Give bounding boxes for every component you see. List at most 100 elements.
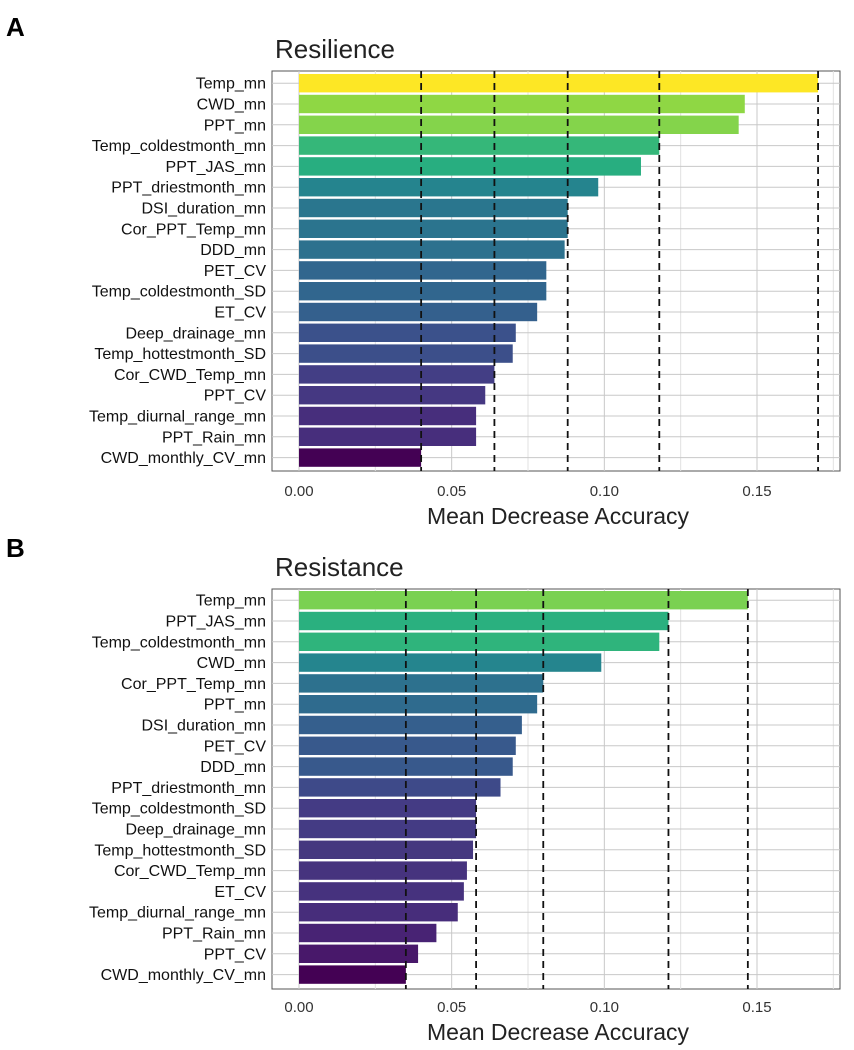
bar-dsi-duration-mn: [299, 198, 568, 218]
bar-ppt-mn: [299, 695, 538, 714]
category-label: Cor_PPT_Temp_mn: [121, 676, 266, 693]
bars-resilience: [299, 74, 819, 467]
bar-temp-diurnal-range-mn: [299, 406, 477, 426]
bar-et-cv: [299, 302, 538, 322]
category-label: Temp_mn: [196, 593, 266, 610]
bar-ppt-cv: [299, 944, 419, 963]
category-label: ET_CV: [214, 305, 266, 322]
bar-dsi-duration-mn: [299, 715, 522, 735]
category-label: Temp_coldestmonth_SD: [92, 284, 266, 301]
category-label: ET_CV: [214, 884, 266, 901]
bar-temp-coldestmonth-sd: [299, 282, 547, 301]
bar-temp-coldestmonth-sd: [299, 799, 477, 818]
category-label: PPT_CV: [204, 388, 267, 405]
panel-resilience: A Resilience Temp_mn CWD_mn PPT_mn Temp_col…: [6, 12, 841, 529]
bar-ddd-mn: [299, 240, 565, 259]
x-tick-label: 0.00: [284, 999, 313, 1016]
category-label: PET_CV: [204, 263, 267, 280]
bar-temp-mn: [299, 74, 819, 93]
bar-temp-hottestmonth-sd: [299, 344, 513, 363]
x-tick-label: 0.00: [284, 483, 313, 500]
bar-pet-cv: [299, 736, 516, 755]
category-label: CWD_monthly_CV_mn: [101, 450, 266, 467]
category-labels-resistance: Temp_mn PPT_JAS_mn Temp_coldestmonth_mn CWD…: [89, 593, 266, 984]
category-label: PPT_JAS_mn: [166, 614, 266, 631]
panel-letter-a: A: [6, 12, 25, 42]
bar-cor-ppt-temp-mn: [299, 219, 568, 238]
category-label: PET_CV: [204, 738, 267, 755]
category-labels-resilience: Temp_mn CWD_mn PPT_mn Temp_coldestmonth_mn P…: [89, 76, 266, 467]
category-label: Temp_mn: [196, 76, 266, 93]
category-label: PPT_mn: [204, 697, 266, 714]
category-label: PPT_JAS_mn: [166, 159, 266, 176]
reference-lines-resilience: [420, 71, 819, 471]
bar-ppt-jas-mn: [299, 157, 641, 176]
bar-cor-cwd-temp-mn: [299, 365, 495, 384]
category-label: CWD_mn: [197, 655, 266, 672]
bar-pet-cv: [299, 261, 547, 280]
category-label: Cor_PPT_Temp_mn: [121, 221, 266, 238]
bar-ppt-cv: [299, 386, 486, 405]
category-label: PPT_mn: [204, 117, 266, 134]
category-label: PPT_driestmonth_mn: [111, 780, 266, 797]
bars-resistance: [299, 591, 748, 984]
bar-cwd-monthly-cv-mn: [299, 965, 406, 984]
category-label: Temp_coldestmonth_mn: [92, 138, 266, 155]
bar-ppt-driestmonth-mn: [299, 778, 501, 797]
x-axis-title-resilience: Mean Decrease Accuracy: [427, 503, 690, 529]
bar-et-cv: [299, 882, 464, 901]
x-tick-label: 0.10: [590, 999, 619, 1016]
x-tick-label: 0.10: [590, 483, 619, 500]
category-label: Temp_coldestmonth_mn: [92, 634, 266, 651]
bar-cor-ppt-temp-mn: [299, 674, 544, 693]
bar-deep-drainage-mn: [299, 323, 516, 342]
bar-ppt-driestmonth-mn: [299, 178, 599, 197]
category-label: Deep_drainage_mn: [125, 325, 266, 342]
bar-temp-mn: [299, 591, 748, 610]
category-label: DSI_duration_mn: [141, 718, 266, 735]
bar-ppt-rain-mn: [299, 923, 437, 943]
panel-resistance: B Resistance Temp_mn PPT_JAS_mn Temp_colde…: [6, 533, 841, 1045]
category-label: Deep_drainage_mn: [125, 822, 266, 839]
x-tick-label: 0.05: [437, 483, 466, 500]
bar-ppt-jas-mn: [299, 611, 669, 631]
x-axis-title-resistance: Mean Decrease Accuracy: [427, 1019, 690, 1045]
category-label: DDD_mn: [200, 242, 266, 259]
chart-title-resilience: Resilience: [275, 34, 395, 64]
bar-deep-drainage-mn: [299, 819, 477, 839]
panel-letter-b: B: [6, 533, 25, 563]
category-label: DSI_duration_mn: [141, 201, 266, 218]
bar-temp-diurnal-range-mn: [299, 903, 458, 922]
x-tick-labels-resistance: 0.00 0.05 0.10 0.15: [284, 999, 771, 1016]
category-label: PPT_CV: [204, 946, 267, 963]
category-label: Temp_coldestmonth_SD: [92, 801, 266, 818]
category-label: Temp_hottestmonth_SD: [94, 842, 266, 859]
bar-temp-coldestmonth-mn: [299, 136, 660, 155]
bar-ppt-mn: [299, 115, 739, 134]
x-tick-label: 0.05: [437, 999, 466, 1016]
category-label: PPT_Rain_mn: [162, 926, 266, 943]
category-label: Temp_diurnal_range_mn: [89, 905, 266, 922]
category-label: DDD_mn: [200, 759, 266, 776]
bar-cwd-mn: [299, 653, 602, 672]
x-tick-label: 0.15: [742, 999, 771, 1016]
bar-cor-cwd-temp-mn: [299, 861, 467, 880]
x-tick-labels-resilience: 0.00 0.05 0.10 0.15: [284, 483, 771, 500]
category-label: Cor_CWD_Temp_mn: [114, 367, 266, 384]
bar-cwd-monthly-cv-mn: [299, 448, 422, 467]
category-label: CWD_mn: [197, 97, 266, 114]
bar-temp-hottestmonth-sd: [299, 840, 474, 859]
bar-ppt-rain-mn: [299, 427, 477, 446]
x-tick-label: 0.15: [742, 483, 771, 500]
chart-title-resistance: Resistance: [275, 552, 404, 582]
category-label: CWD_monthly_CV_mn: [101, 967, 266, 984]
category-label: PPT_Rain_mn: [162, 429, 266, 446]
bar-temp-coldestmonth-mn: [299, 632, 660, 651]
bar-ddd-mn: [299, 757, 513, 776]
category-label: Cor_CWD_Temp_mn: [114, 863, 266, 880]
category-label: Temp_diurnal_range_mn: [89, 409, 266, 426]
category-label: Temp_hottestmonth_SD: [94, 346, 266, 363]
reference-lines-resistance: [404, 589, 749, 989]
category-label: PPT_driestmonth_mn: [111, 180, 266, 197]
